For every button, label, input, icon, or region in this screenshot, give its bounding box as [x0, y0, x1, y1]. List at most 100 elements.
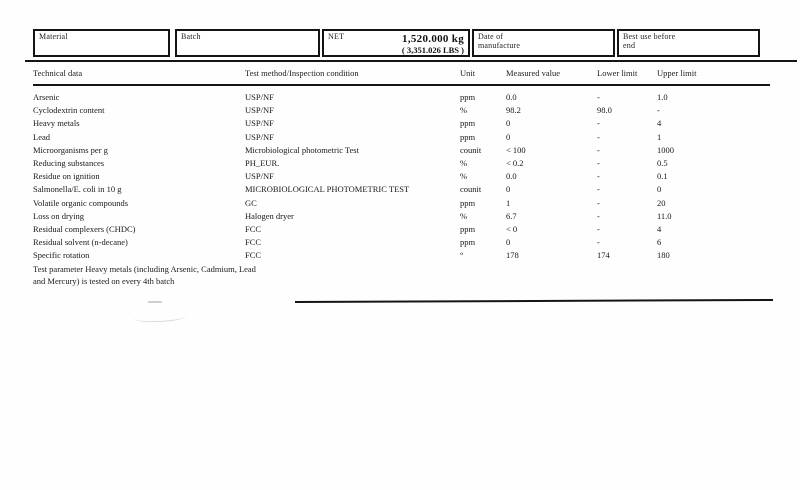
column-header-technical-data: Technical data	[33, 68, 83, 78]
cell-test-method: FCC	[245, 237, 262, 248]
cell-measured-value: < 0	[506, 223, 518, 234]
cell-test-method: USP/NF	[245, 92, 274, 102]
cell-test-method: MICROBIOLOGICAL PHOTOMETRIC TEST	[245, 184, 410, 195]
cell-upper-limit: -	[657, 105, 660, 116]
cell-lower-limit: -	[597, 131, 600, 142]
cell-lower-limit: -	[597, 157, 600, 168]
cell-test-method: USP/NF	[245, 118, 274, 129]
best-use-before-label: Best use before end	[623, 32, 676, 50]
cell-unit: counit	[460, 184, 482, 195]
cell-technical-data: Residue on ignition	[33, 171, 100, 182]
cell-measured-value: 178	[506, 250, 519, 261]
cell-upper-limit: 0.1	[657, 171, 668, 182]
table-row: Microorganisms per g Microbiological pho…	[33, 145, 773, 158]
cell-unit: ppm	[460, 92, 476, 102]
table-row: Reducing substances PH_EUR. % < 0.2 - 0.…	[33, 158, 773, 171]
cell-unit: counit	[460, 144, 482, 155]
cell-lower-limit: -	[597, 223, 600, 234]
table-row: Salmonella/E. coli in 10 g MICROBIOLOGIC…	[33, 184, 773, 197]
column-header-measured-value: Measured value	[506, 68, 561, 78]
cell-lower-limit: -	[597, 184, 600, 195]
cell-measured-value: 0	[506, 118, 511, 129]
cell-measured-value: 0	[506, 237, 511, 248]
cell-technical-data: Salmonella/E. coli in 10 g	[33, 184, 122, 195]
table-row: Specific rotation FCC ° 178 174 180	[33, 250, 773, 263]
cell-unit: ppm	[460, 223, 476, 234]
net-weight-values: 1,520.000 kg ( 3,351.026 LBS )	[401, 32, 464, 56]
cell-lower-limit: -	[597, 118, 600, 129]
cell-upper-limit: 4	[657, 118, 662, 129]
technical-data-table: Technical data Test method/Inspection co…	[33, 68, 773, 260]
material-label: Material	[39, 32, 68, 41]
cell-unit: ppm	[460, 131, 476, 142]
scan-smudge-mark	[148, 301, 162, 303]
cell-lower-limit: -	[597, 171, 600, 182]
date-of-manufacture-label: Date of manufacture	[478, 32, 521, 50]
cell-upper-limit: 1.0	[657, 92, 668, 102]
cell-unit: ppm	[460, 197, 476, 208]
cell-technical-data: Heavy metals	[33, 118, 80, 129]
table-row: Loss on drying Halogen dryer % 6.7 - 11.…	[33, 211, 773, 224]
net-weight-lbs: ( 3,351.026 LBS )	[401, 45, 464, 55]
table-row: Residual complexers (CHDC) FCC ppm < 0 -…	[33, 224, 773, 237]
cell-lower-limit: -	[597, 237, 600, 248]
cell-lower-limit: 174	[597, 250, 610, 261]
table-row: Heavy metals USP/NF ppm 0 - 4	[33, 118, 773, 131]
cell-measured-value: 98.2	[506, 105, 521, 116]
cell-unit: %	[460, 157, 468, 168]
cell-technical-data: Specific rotation	[33, 250, 90, 261]
cell-unit: %	[460, 105, 468, 116]
cell-measured-value: 0	[506, 131, 511, 142]
cell-measured-value: 6.7	[506, 210, 517, 221]
cell-technical-data: Residual solvent (n-decane)	[33, 237, 128, 248]
table-row: Cyclodextrin content USP/NF % 98.2 98.0 …	[33, 105, 773, 118]
cell-test-method: USP/NF	[245, 105, 274, 116]
table-body: Arsenic USP/NF ppm 0.0 - 1.0 Cyclodextri…	[33, 92, 773, 263]
footnote-line-2: and Mercury) is tested on every 4th batc…	[33, 276, 175, 286]
table-row: Residue on ignition USP/NF % 0.0 - 0.1	[33, 171, 773, 184]
cell-upper-limit: 1000	[657, 144, 674, 155]
cell-technical-data: Reducing substances	[33, 157, 105, 168]
cell-upper-limit: 1	[657, 131, 662, 142]
column-header-lower-limit: Lower limit	[597, 68, 638, 78]
table-row: Arsenic USP/NF ppm 0.0 - 1.0	[33, 92, 773, 105]
cell-measured-value: 1	[506, 197, 511, 208]
cell-test-method: USP/NF	[245, 131, 274, 142]
cell-test-method: USP/NF	[245, 171, 274, 182]
batch-label: Batch	[181, 32, 201, 41]
column-header-unit: Unit	[460, 68, 476, 78]
date-of-manufacture-box: Date of manufacture	[472, 29, 615, 57]
cell-lower-limit: -	[597, 197, 600, 208]
cell-test-method: FCC	[245, 223, 262, 234]
cell-unit: °	[460, 250, 464, 261]
cell-upper-limit: 0	[657, 184, 662, 195]
scan-squiggle-mark	[133, 310, 187, 324]
cell-measured-value: < 100	[506, 144, 526, 155]
cell-upper-limit: 20	[657, 197, 666, 208]
table-header-row: Technical data Test method/Inspection co…	[33, 68, 773, 84]
cell-unit: ppm	[460, 118, 476, 129]
cell-technical-data: Volatile organic compounds	[33, 197, 129, 208]
footnote-line-1: Test parameter Heavy metals (including A…	[33, 264, 256, 274]
cell-upper-limit: 4	[657, 223, 662, 234]
bottom-horizontal-line	[294, 298, 774, 304]
cell-technical-data: Residual complexers (CHDC)	[33, 223, 136, 234]
column-header-upper-limit: Upper limit	[657, 68, 697, 78]
cell-upper-limit: 0.5	[657, 157, 668, 168]
batch-box: Batch	[175, 29, 320, 57]
cell-test-method: Microbiological photometric Test	[245, 144, 359, 155]
table-row: Residual solvent (n-decane) FCC ppm 0 - …	[33, 237, 773, 250]
cell-measured-value: 0	[506, 184, 511, 195]
cell-technical-data: Lead	[33, 131, 50, 142]
cell-lower-limit: 98.0	[597, 105, 612, 116]
footnote: Test parameter Heavy metals (including A…	[33, 263, 256, 287]
divider-under-header-boxes	[25, 60, 797, 62]
table-row: Lead USP/NF ppm 0 - 1	[33, 132, 773, 145]
cell-test-method: Halogen dryer	[245, 210, 294, 221]
cell-test-method: FCC	[245, 250, 262, 261]
cell-lower-limit: -	[597, 210, 600, 221]
cell-unit: %	[460, 171, 468, 182]
cell-lower-limit: -	[597, 92, 600, 102]
cell-unit: %	[460, 210, 468, 221]
cell-upper-limit: 11.0	[657, 210, 672, 221]
